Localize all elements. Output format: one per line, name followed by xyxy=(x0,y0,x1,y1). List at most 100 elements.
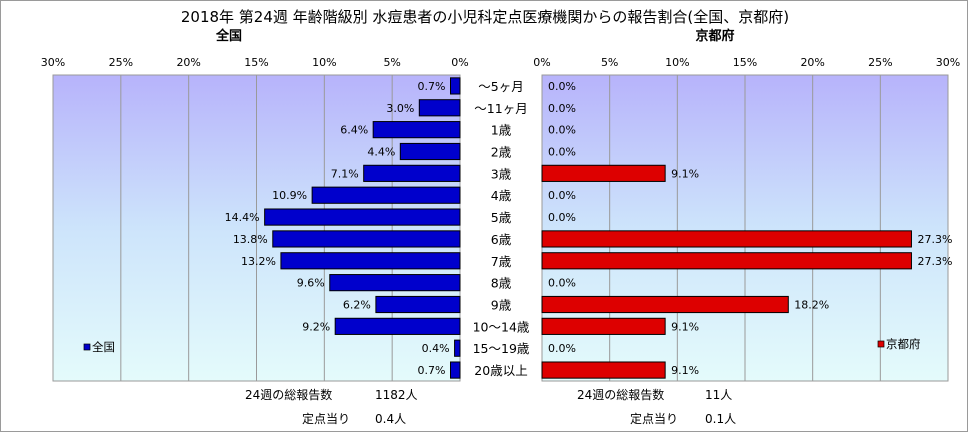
right-tick-label: 15% xyxy=(733,56,757,69)
right-bar xyxy=(541,252,912,270)
right-total-label: 24週の総報告数 xyxy=(577,387,664,402)
right-bar xyxy=(541,164,666,182)
category-label: 〜11ヶ月 xyxy=(474,101,527,116)
left-bar xyxy=(264,208,461,226)
left-bar xyxy=(329,274,461,292)
left-bar xyxy=(418,99,461,117)
left-data-label: 6.2% xyxy=(343,299,371,312)
category-label: 〜5ヶ月 xyxy=(478,79,523,94)
left-axis-ticks: 0% 5% 10% 15% 20% 25% 30% xyxy=(41,56,469,69)
left-bar xyxy=(272,230,461,248)
right-data-label: 0.0% xyxy=(548,211,576,224)
right-tick-label: 0% xyxy=(533,56,550,69)
right-data-label: 0.0% xyxy=(548,124,576,137)
category-label: 15〜19歳 xyxy=(473,341,530,356)
right-panel-heading: 京都府 xyxy=(695,28,734,44)
left-bar xyxy=(450,77,461,95)
left-tick-label: 10% xyxy=(312,56,336,69)
category-label: 4歳 xyxy=(491,188,512,203)
right-axis-ticks: 0% 5% 10% 15% 20% 25% 30% xyxy=(533,56,960,69)
right-tick-label: 25% xyxy=(868,56,892,69)
right-data-label: 0.0% xyxy=(548,80,576,93)
left-bar xyxy=(311,186,461,204)
left-data-label: 4.4% xyxy=(367,146,395,159)
left-legend-label: 全国 xyxy=(92,340,115,354)
category-label: 1歳 xyxy=(491,123,512,138)
category-label: 20歳以上 xyxy=(474,363,527,378)
category-label: 8歳 xyxy=(491,276,512,291)
category-label: 3歳 xyxy=(491,166,512,181)
left-bar xyxy=(372,121,461,139)
left-tick-label: 0% xyxy=(451,56,468,69)
right-tick-label: 30% xyxy=(936,56,960,69)
left-bars xyxy=(264,77,461,379)
right-legend-swatch xyxy=(877,340,885,348)
right-legend: 京都府 xyxy=(877,337,921,351)
right-tick-label: 5% xyxy=(601,56,618,69)
right-data-label: 27.3% xyxy=(917,255,952,268)
left-legend-swatch xyxy=(83,343,91,351)
left-bar xyxy=(454,339,461,357)
right-bar xyxy=(541,230,912,248)
right-tick-label: 20% xyxy=(800,56,824,69)
left-data-label: 6.4% xyxy=(340,124,368,137)
left-data-labels: 0.7% 3.0% 6.4% 4.4% 7.1% 10.9% 14.4% 13.8% 13.2%… xyxy=(225,80,450,377)
category-label: 7歳 xyxy=(491,254,512,269)
category-label: 2歳 xyxy=(491,145,512,160)
right-data-label: 0.0% xyxy=(548,102,576,115)
category-label: 9歳 xyxy=(491,298,512,313)
left-bar xyxy=(399,142,461,161)
right-per-site-label: 定点当り xyxy=(630,411,678,426)
left-per-site-label: 定点当り xyxy=(302,411,350,426)
left-tick-label: 30% xyxy=(41,56,65,69)
left-bar xyxy=(280,252,461,270)
category-labels: 〜5ヶ月〜11ヶ月 1歳 2歳 3歳 4歳 5歳 6歳 7歳 8歳 9歳 10〜14歳 15〜19歳 2… xyxy=(473,79,530,378)
left-tick-label: 15% xyxy=(244,56,268,69)
left-data-label: 0.4% xyxy=(422,342,450,355)
right-data-label: 0.0% xyxy=(548,277,576,290)
left-tick-label: 25% xyxy=(109,56,133,69)
right-bar xyxy=(541,317,666,335)
chart-title: 2018年 第24週 年齢階級別 水痘患者の小児科定点医療機関からの報告割合(全… xyxy=(181,8,789,26)
right-data-label: 18.2% xyxy=(794,299,829,312)
category-label: 10〜14歳 xyxy=(473,319,530,334)
left-per-site-value: 0.4人 xyxy=(375,412,406,426)
right-data-label: 9.1% xyxy=(671,364,699,377)
left-bar xyxy=(334,317,461,335)
left-legend: 全国 xyxy=(83,340,115,354)
left-data-label: 9.6% xyxy=(297,277,325,290)
right-total-value: 11人 xyxy=(705,388,732,402)
left-bar xyxy=(375,295,461,314)
category-label: 5歳 xyxy=(491,210,512,225)
left-total-value: 1182人 xyxy=(375,388,418,402)
right-bars xyxy=(541,164,912,379)
right-data-labels: 0.0% 0.0% 0.0% 0.0% 9.1% 0.0% 0.0% 27.3% 27.3% 0.… xyxy=(548,80,952,377)
left-tick-label: 5% xyxy=(383,56,400,69)
right-data-label: 0.0% xyxy=(548,189,576,202)
right-bar xyxy=(541,361,666,379)
right-per-site-value: 0.1人 xyxy=(705,412,736,426)
right-data-label: 0.0% xyxy=(548,342,576,355)
left-data-label: 0.7% xyxy=(418,364,446,377)
left-data-label: 9.2% xyxy=(302,320,330,333)
left-total-label: 24週の総報告数 xyxy=(245,387,332,402)
right-tick-label: 10% xyxy=(665,56,689,69)
left-panel-heading: 全国 xyxy=(215,28,242,44)
left-data-label: 3.0% xyxy=(386,102,414,115)
category-label: 6歳 xyxy=(491,232,512,247)
left-data-label: 14.4% xyxy=(225,211,260,224)
left-data-label: 0.7% xyxy=(418,80,446,93)
left-data-label: 7.1% xyxy=(331,167,359,180)
right-data-label: 0.0% xyxy=(548,146,576,159)
left-bar xyxy=(363,164,461,182)
right-bar xyxy=(541,295,789,314)
right-data-label: 9.1% xyxy=(671,320,699,333)
left-bar xyxy=(450,361,461,379)
right-data-label: 27.3% xyxy=(917,233,952,246)
left-data-label: 10.9% xyxy=(272,189,307,202)
right-legend-label: 京都府 xyxy=(886,337,921,351)
left-tick-label: 20% xyxy=(176,56,200,69)
right-data-label: 9.1% xyxy=(671,167,699,180)
